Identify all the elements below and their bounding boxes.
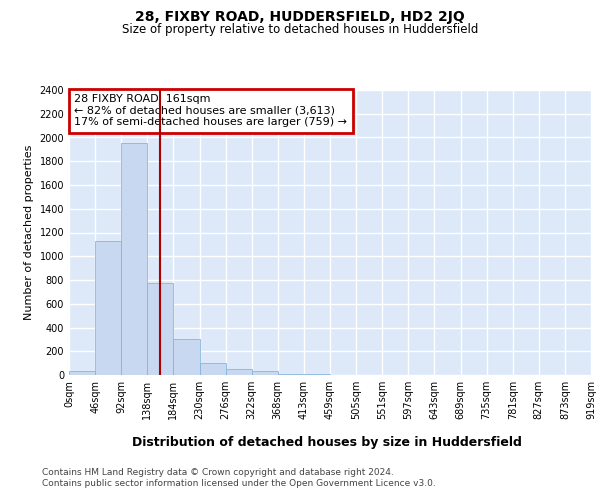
- Text: 28 FIXBY ROAD: 161sqm
← 82% of detached houses are smaller (3,613)
17% of semi-d: 28 FIXBY ROAD: 161sqm ← 82% of detached …: [74, 94, 347, 128]
- Bar: [252, 372, 278, 375]
- Bar: [226, 369, 252, 375]
- Bar: [95, 241, 121, 375]
- Bar: [121, 144, 148, 375]
- Bar: [304, 374, 330, 375]
- Bar: [148, 283, 173, 375]
- Bar: [173, 340, 199, 375]
- Text: Size of property relative to detached houses in Huddersfield: Size of property relative to detached ho…: [122, 24, 478, 36]
- Text: 28, FIXBY ROAD, HUDDERSFIELD, HD2 2JQ: 28, FIXBY ROAD, HUDDERSFIELD, HD2 2JQ: [135, 10, 465, 24]
- Text: Contains public sector information licensed under the Open Government Licence v3: Contains public sector information licen…: [42, 479, 436, 488]
- Y-axis label: Number of detached properties: Number of detached properties: [24, 145, 34, 320]
- Bar: [278, 374, 304, 375]
- Text: Distribution of detached houses by size in Huddersfield: Distribution of detached houses by size …: [132, 436, 522, 449]
- Text: Contains HM Land Registry data © Crown copyright and database right 2024.: Contains HM Land Registry data © Crown c…: [42, 468, 394, 477]
- Bar: [199, 363, 226, 375]
- Bar: [69, 372, 95, 375]
